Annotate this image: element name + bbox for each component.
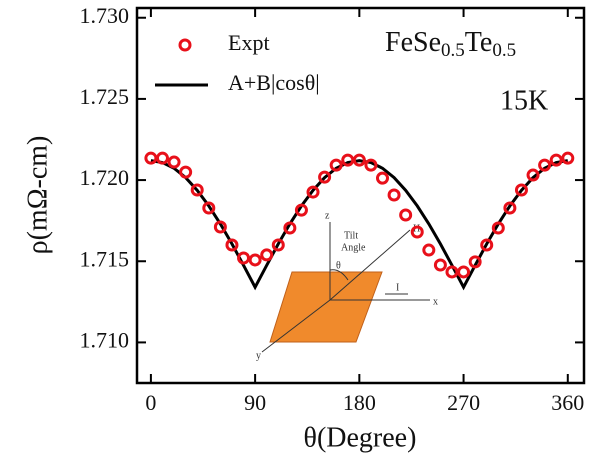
fit-line bbox=[150, 159, 569, 291]
data-point bbox=[329, 158, 343, 172]
data-point bbox=[179, 165, 193, 179]
data-point bbox=[341, 153, 355, 167]
inset-label: I bbox=[396, 282, 399, 293]
y-tick-label: 1.715 bbox=[80, 246, 130, 271]
data-point bbox=[237, 251, 251, 265]
subscript: 0.5 bbox=[492, 40, 516, 61]
data-point bbox=[399, 208, 413, 222]
plot-frame bbox=[135, 6, 586, 385]
data-point bbox=[387, 188, 401, 202]
data-point bbox=[433, 258, 447, 272]
data-point bbox=[225, 238, 239, 252]
data-point bbox=[491, 221, 505, 235]
text: FeSe bbox=[385, 27, 441, 58]
data-point bbox=[561, 151, 575, 165]
y-tick-label: 1.725 bbox=[80, 84, 130, 109]
data-point bbox=[445, 265, 459, 279]
text: Te bbox=[465, 27, 493, 58]
data-point bbox=[260, 248, 274, 262]
data-point bbox=[155, 151, 169, 165]
sample bbox=[269, 271, 383, 343]
y-axis-label: ρ(mΩ-cm) bbox=[22, 136, 53, 255]
axis-line bbox=[261, 299, 331, 353]
data-point bbox=[468, 255, 482, 269]
data-point bbox=[318, 170, 332, 184]
temperature-label: 15K bbox=[500, 85, 548, 116]
inset-label: y bbox=[256, 350, 261, 361]
y-tick-label: 1.710 bbox=[80, 327, 130, 352]
data-point bbox=[294, 203, 308, 217]
x-tick-label: 360 bbox=[551, 390, 584, 415]
data-point bbox=[283, 221, 297, 235]
data-point bbox=[526, 168, 540, 182]
x-axis-label: θ(Degree) bbox=[304, 422, 417, 453]
data-point bbox=[271, 238, 285, 252]
data-point bbox=[202, 201, 216, 215]
legend-label: A+B|cosθ| bbox=[228, 70, 320, 95]
subscript: 0.5 bbox=[441, 40, 465, 61]
data-point bbox=[306, 185, 320, 199]
legend-marker bbox=[178, 38, 192, 52]
axis-line bbox=[329, 229, 411, 301]
data-point bbox=[352, 153, 366, 167]
data-point bbox=[422, 243, 436, 257]
data-point bbox=[410, 225, 424, 239]
data-point bbox=[538, 158, 552, 172]
data-point bbox=[549, 153, 563, 167]
inset-label: z bbox=[325, 210, 330, 221]
x-tick-label: 90 bbox=[244, 390, 266, 415]
data-point bbox=[190, 183, 204, 197]
inset-label: x bbox=[433, 296, 438, 307]
data-point bbox=[364, 158, 378, 172]
data-point bbox=[514, 183, 528, 197]
x-tick-label: 270 bbox=[447, 390, 480, 415]
material-label: FeSe0.5Te0.5 bbox=[385, 27, 516, 61]
data-point bbox=[376, 171, 390, 185]
data-point bbox=[144, 151, 158, 165]
inset-label: Tilt bbox=[344, 230, 358, 241]
data-point bbox=[503, 201, 517, 215]
data-point bbox=[457, 265, 471, 279]
x-tick-label: 180 bbox=[343, 390, 376, 415]
inset-label: Angle bbox=[341, 242, 366, 253]
inset-diagram: z Tilt Angle θ H I x y bbox=[256, 210, 438, 361]
inset-label: H bbox=[413, 223, 420, 234]
data-point bbox=[213, 220, 227, 234]
data-point bbox=[248, 253, 262, 267]
inset-label: θ bbox=[336, 260, 341, 271]
angle-arc bbox=[329, 269, 349, 281]
y-tick-label: 1.730 bbox=[80, 3, 130, 28]
y-tick-label: 1.720 bbox=[80, 165, 130, 190]
data-point bbox=[480, 238, 494, 252]
legend-label: Expt bbox=[228, 30, 270, 55]
data-point bbox=[167, 155, 181, 169]
x-tick-label: 0 bbox=[145, 390, 156, 415]
